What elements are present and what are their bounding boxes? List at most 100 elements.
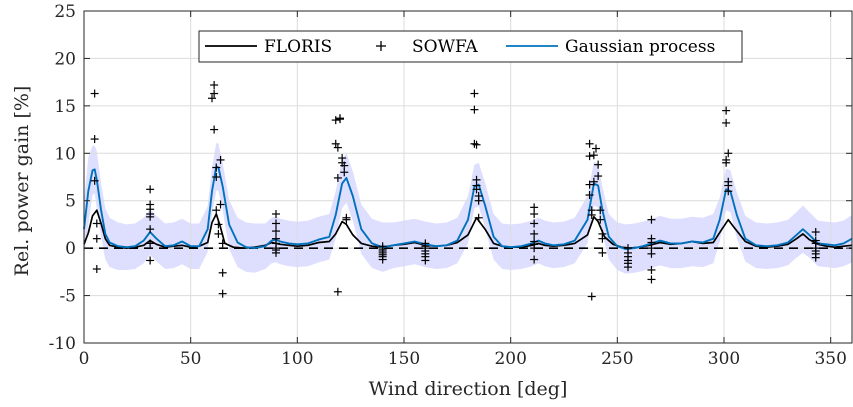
sowfa-point [216, 155, 225, 164]
sowfa-point [378, 255, 387, 264]
sowfa-point [472, 140, 481, 149]
sowfa-point [272, 219, 280, 228]
sowfa-point [218, 289, 227, 298]
sowfa-point [589, 177, 598, 186]
sowfa-point [218, 239, 227, 248]
sowfa-point [722, 158, 731, 167]
sowfa-point [530, 244, 539, 253]
sowfa-point [587, 292, 596, 301]
axes-layer [83, 10, 853, 344]
sowfa-point [585, 152, 594, 161]
gaussian-process-series-layer [83, 165, 853, 251]
sowfa-point [724, 149, 733, 158]
sowfa-point [472, 185, 481, 194]
sowfa-point [722, 106, 731, 115]
legend-sowfa-label: SOWFA [412, 37, 478, 57]
y-tick-label: -5 [59, 287, 76, 307]
x-tick-label: 200 [494, 349, 526, 369]
confidence-band-layer [84, 142, 852, 274]
x-tick-label: 300 [708, 349, 740, 369]
y-tick-label: 25 [54, 2, 76, 22]
plot-frame [83, 10, 853, 344]
sowfa-point [421, 256, 430, 265]
y-tick-label: 5 [65, 192, 76, 212]
sowfa-point [592, 144, 600, 153]
sowfa-point [92, 234, 101, 243]
sowfa-point [214, 220, 223, 229]
legend: FLORIS SOWFA Gaussian process [198, 30, 743, 63]
sowfa-point [647, 275, 656, 284]
sowfa-point [585, 191, 594, 200]
x-tick-label: 100 [281, 349, 313, 369]
sowfa-point [333, 143, 342, 152]
sowfa-point [647, 265, 656, 274]
sowfa-point [333, 173, 342, 182]
sowfa-point [146, 212, 155, 221]
sowfa-point [214, 229, 223, 238]
sowfa-point [474, 213, 483, 222]
sowfa-point [340, 168, 349, 177]
sowfa-point [530, 229, 539, 238]
legend-box [198, 30, 743, 63]
sowfa-point [92, 265, 101, 274]
sowfa-point [210, 80, 219, 89]
sowfa-point [210, 125, 219, 134]
y-tick-label: -10 [49, 334, 76, 354]
legend-floris-label: FLORIS [264, 37, 332, 57]
sowfa-point [90, 89, 99, 98]
legend-gp-label: Gaussian process [565, 37, 715, 57]
sowfa-series-layer [90, 80, 820, 301]
sowfa-point [342, 215, 351, 224]
confidence-band [84, 142, 852, 274]
x-tick-label: 250 [601, 349, 633, 369]
sowfa-point [212, 206, 221, 215]
sowfa-point [598, 248, 607, 257]
tick-labels-layer: 0 50 100 150 200 250 300 350 -10 -5 0 5 10 15 20 25 [49, 2, 847, 369]
sowfa-point [212, 163, 221, 172]
sowfa-point [146, 225, 155, 234]
sowfa-point [90, 176, 99, 185]
sowfa-point [331, 139, 340, 148]
sowfa-point [585, 180, 594, 189]
sowfa-point [594, 160, 603, 169]
sowfa-point [272, 227, 280, 236]
sowfa-point [811, 253, 820, 262]
sowfa-point [530, 209, 539, 218]
sowfa-point [530, 255, 539, 264]
sowfa-point [474, 196, 483, 205]
sowfa-point [272, 248, 280, 257]
x-axis-label: Wind direction [deg] [369, 378, 568, 400]
sowfa-point [90, 135, 99, 144]
sowfa-point [647, 249, 656, 258]
sowfa-point [208, 94, 216, 103]
sowfa-point [333, 287, 342, 296]
y-axis-label: Rel. power gain [%] [11, 86, 33, 277]
sowfa-point [92, 219, 101, 228]
sowfa-point [585, 139, 594, 148]
x-tick-label: 150 [388, 349, 420, 369]
sowfa-point [146, 239, 155, 248]
sowfa-point [589, 151, 598, 160]
x-tick-label: 350 [814, 349, 846, 369]
sowfa-point [596, 215, 605, 224]
sowfa-point [470, 89, 479, 98]
sowfa-point [587, 210, 596, 219]
y-tick-label: 0 [65, 239, 76, 259]
x-tick-label: 50 [180, 349, 202, 369]
sowfa-point [647, 215, 656, 224]
y-tick-label: 10 [54, 144, 76, 164]
sowfa-point [272, 209, 280, 218]
sowfa-point [598, 234, 607, 243]
sowfa-point [724, 187, 733, 196]
sowfa-point [470, 139, 479, 148]
sowfa-point [624, 263, 632, 272]
sowfa-point [216, 200, 225, 209]
sowfa-point [331, 116, 340, 125]
sowfa-point [210, 89, 219, 98]
sowfa-point [470, 105, 479, 114]
sowfa-point [594, 172, 603, 181]
sowfa-point [218, 268, 227, 277]
sowfa-point [146, 185, 155, 194]
y-tick-label: 15 [54, 97, 76, 117]
